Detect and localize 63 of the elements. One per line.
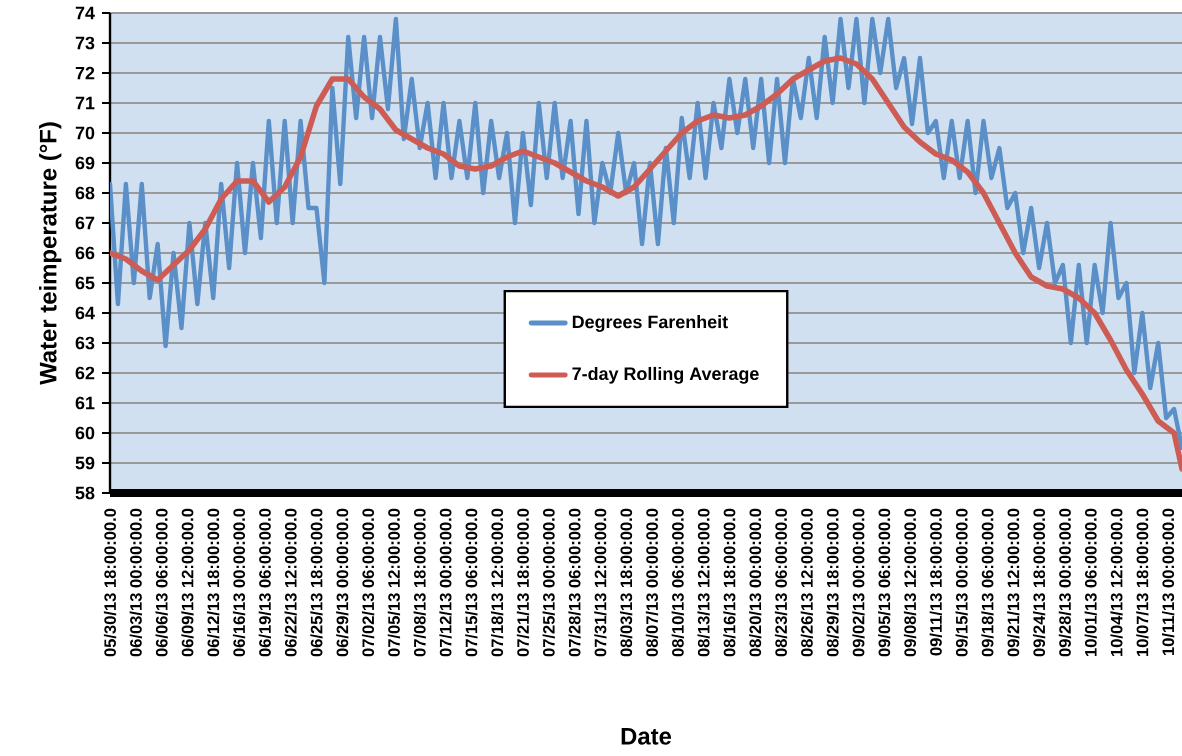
y-tick-label: 64 <box>75 306 95 320</box>
x-tick-label: 07/02/13 06:00:00.0 <box>361 508 375 657</box>
y-tick-label: 62 <box>75 366 95 380</box>
x-tick-label: 09/05/13 06:00:00.0 <box>878 508 891 657</box>
x-tick-label: 09/02/13 00:00:00.0 <box>852 508 865 657</box>
x-tick-label: 09/21/13 12:00:00.0 <box>1007 508 1020 657</box>
x-tick-label: 09/18/13 06:00:00.0 <box>981 508 994 657</box>
x-tick-label: 08/23/13 06:00:00.0 <box>774 508 788 657</box>
x-tick-label: 10/11/13 00:00:00.0 <box>1161 508 1175 656</box>
y-tick-label: 67 <box>75 216 95 230</box>
x-tick-label: 06/19/13 06:00:00.0 <box>258 508 272 657</box>
x-tick-label: 09/15/13 00:00:00.0 <box>955 508 968 657</box>
x-tick-label: 09/28/13 00:00:00.0 <box>1058 508 1072 657</box>
y-tick-label: 71 <box>75 96 95 110</box>
x-tick-label: 07/05/13 12:00:00.0 <box>387 508 401 657</box>
x-tick-label: 10/01/13 06:00:00.0 <box>1084 508 1097 656</box>
x-tick-label: 08/16/13 18:00:00.0 <box>723 508 736 657</box>
x-tick-label: 07/15/13 06:00:00.0 <box>465 508 478 657</box>
x-tick-label: 07/31/13 12:00:00.0 <box>594 508 607 657</box>
y-tick-label: 74 <box>75 6 95 20</box>
y-tick-label: 59 <box>75 456 95 470</box>
x-tick-label: 07/08/13 18:00:00.0 <box>413 508 426 657</box>
y-tick-label: 60 <box>75 426 95 440</box>
y-tick-label: 72 <box>75 66 95 80</box>
y-tick-label: 73 <box>75 36 95 50</box>
x-tick-label: 06/22/13 12:00:00.0 <box>284 508 297 657</box>
legend-label: Degrees Farenheit <box>572 315 728 332</box>
x-tick-label: 07/28/13 06:00:00.0 <box>568 508 581 657</box>
x-axis-title: Date <box>621 728 672 745</box>
x-tick-label: 06/16/13 00:00:00.0 <box>232 508 246 657</box>
y-tick-label: 66 <box>75 246 95 260</box>
y-tick-label: 68 <box>75 186 95 200</box>
x-tick-label: 06/06/13 06:00:00.0 <box>155 508 168 657</box>
x-tick-label: 06/12/13 18:00:00.0 <box>207 508 220 657</box>
x-tick-label: 05/30/13 18:00:00.0 <box>103 508 117 657</box>
x-tick-label: 07/18/13 12:00:00.0 <box>490 508 504 657</box>
x-tick-label: 07/25/13 00:00:00.0 <box>542 508 555 657</box>
x-tick-label: 10/04/13 12:00:00.0 <box>1110 508 1123 656</box>
y-tick-label: 58 <box>75 486 95 500</box>
x-tick-label: 09/11/13 18:00:00.0 <box>929 508 943 656</box>
y-tick-label: 63 <box>75 336 95 350</box>
x-tick-label: 08/03/13 18:00:00.0 <box>620 508 633 657</box>
x-tick-label: 07/21/13 18:00:00.0 <box>516 508 530 657</box>
y-tick-label: 61 <box>75 396 95 410</box>
legend-label: 7-day Rolling Average <box>572 366 759 384</box>
x-tick-label: 08/26/13 12:00:00.0 <box>800 508 813 657</box>
y-axis-title: Water teimperature (°F) <box>39 122 62 385</box>
x-tick-label: 06/29/13 00:00:00.0 <box>336 508 349 657</box>
x-tick-label: 08/29/13 18:00:00.0 <box>826 508 839 657</box>
y-tick-label: 69 <box>75 156 95 170</box>
y-tick-label: 65 <box>75 276 95 290</box>
y-tick-label: 70 <box>75 126 95 140</box>
x-tick-label: 06/09/13 12:00:00.0 <box>181 508 194 657</box>
x-tick-label: 07/12/13 00:00:00.0 <box>439 508 452 657</box>
x-tick-label: 08/07/13 00:00:00.0 <box>645 508 659 657</box>
x-tick-label: 08/13/13 12:00:00.0 <box>697 508 710 657</box>
x-tick-label: 10/07/13 18:00:00.0 <box>1136 508 1149 656</box>
x-tick-label: 08/10/13 06:00:00.0 <box>671 508 684 657</box>
x-tick-label: 08/20/13 00:00:00.0 <box>749 508 762 657</box>
x-tick-label: 06/03/13 00:00:00.0 <box>129 508 142 657</box>
x-tick-label: 06/25/13 18:00:00.0 <box>310 508 323 657</box>
x-tick-label: 09/08/13 12:00:00.0 <box>903 508 917 657</box>
x-tick-label: 09/24/13 18:00:00.0 <box>1032 508 1046 657</box>
